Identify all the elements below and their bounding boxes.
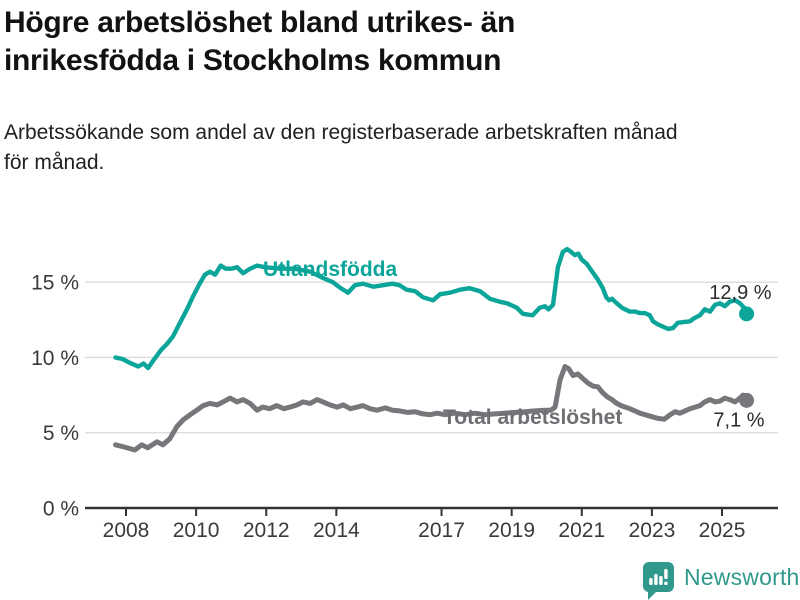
y-axis-tick-label: 15 % <box>31 272 79 295</box>
y-axis-tick-label: 5 % <box>43 422 79 445</box>
newsworthy-logo: Newsworthy <box>642 561 800 600</box>
x-axis-tick-label: 2008 <box>103 519 150 542</box>
chart-subtitle-line1: Arbetssökande som andel av den registerb… <box>4 121 678 144</box>
x-axis-tick-label: 2014 <box>313 519 360 542</box>
x-axis-tick-label: 2025 <box>699 519 746 542</box>
chart-subtitle-line2: för månad. <box>4 151 105 174</box>
chart-subtitle: Arbetssökande som andel av den registerb… <box>4 118 794 178</box>
y-axis-tick-label: 0 % <box>43 498 79 521</box>
chart-title: Högre arbetslöshet bland utrikes- än inr… <box>4 4 744 80</box>
series-end-value-utlandsfodda: 12,9 % <box>709 282 771 304</box>
series-label-total: Total arbetslöshet <box>443 406 622 429</box>
x-axis-tick-label: 2010 <box>173 519 220 542</box>
series-end-value-total: 7,1 % <box>713 409 764 431</box>
x-axis-tick-label: 2021 <box>558 519 605 542</box>
x-axis-tick-label: 2017 <box>418 519 465 542</box>
series-line-utlandsfodda <box>113 246 749 371</box>
x-axis-tick-label: 2019 <box>488 519 535 542</box>
series-line-total <box>113 364 750 453</box>
newsworthy-icon <box>643 561 674 600</box>
x-axis-tick-label: 2023 <box>629 519 676 542</box>
x-axis-tick-label: 2012 <box>243 519 290 542</box>
series-end-dot-utlandsfodda <box>739 306 755 322</box>
chart-title-line1: Högre arbetslöshet bland utrikes- än <box>4 6 515 39</box>
y-axis-tick-label: 10 % <box>31 347 79 370</box>
series-end-dot-total <box>739 392 755 408</box>
series-label-utlandsfodda: Utlandsfödda <box>263 258 397 281</box>
newsworthy-wordmark: Newsworthy <box>684 564 800 590</box>
chart-title-line2: inrikesfödda i Stockholms kommun <box>4 44 502 77</box>
